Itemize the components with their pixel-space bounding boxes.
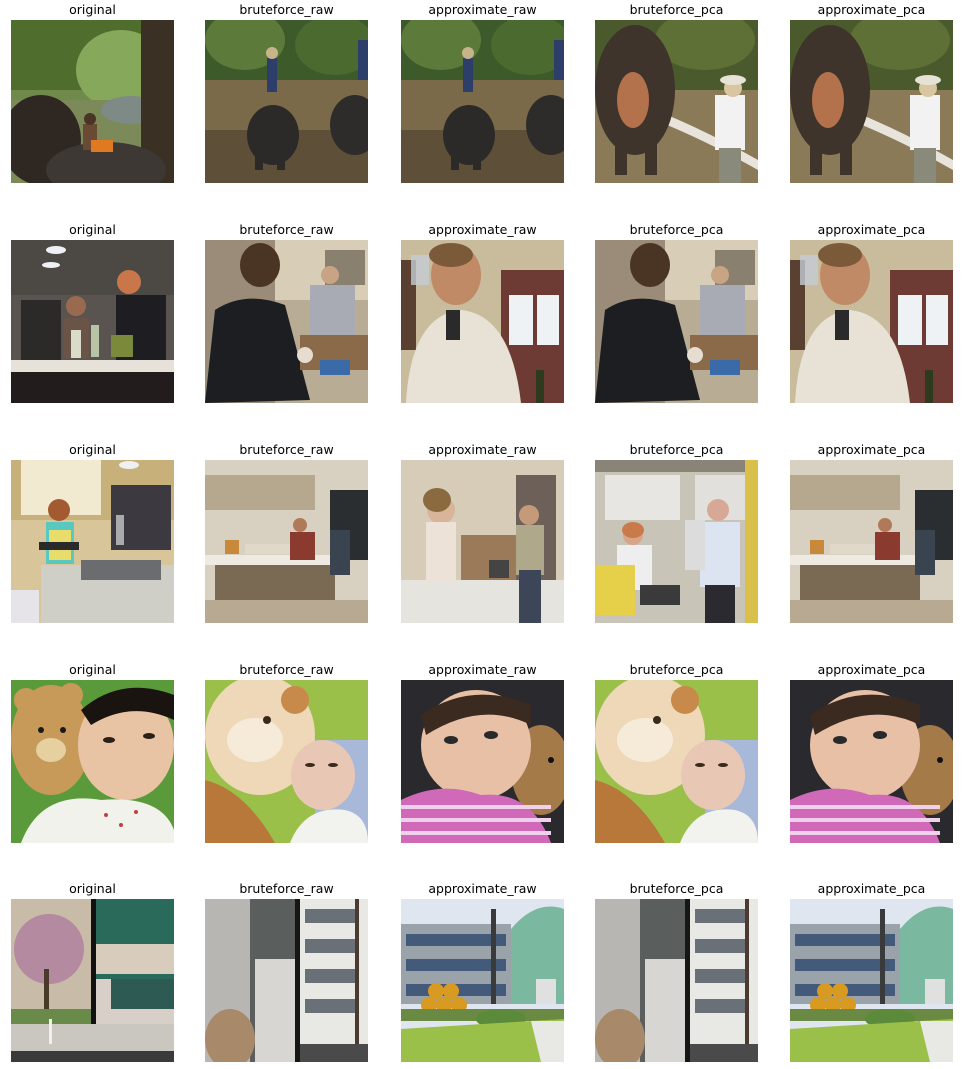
thumbnail-image bbox=[790, 680, 953, 843]
thumbnail-image bbox=[401, 899, 564, 1062]
thumbnail-image bbox=[401, 460, 564, 623]
panel-title: approximate_pca bbox=[817, 222, 926, 237]
thumbnail-image bbox=[11, 240, 174, 403]
thumbnail-image bbox=[595, 20, 758, 183]
panel-title: bruteforce_pca bbox=[629, 2, 724, 17]
panel-title: approximate_raw bbox=[428, 2, 537, 17]
panel-title: bruteforce_raw bbox=[239, 881, 334, 896]
panel-title: bruteforce_pca bbox=[629, 442, 724, 457]
panel-title: approximate_raw bbox=[428, 442, 537, 457]
panel-title: approximate_pca bbox=[817, 662, 926, 677]
thumbnail-image bbox=[205, 680, 368, 843]
panel-title: bruteforce_raw bbox=[239, 662, 334, 677]
panel-title: bruteforce_pca bbox=[629, 881, 724, 896]
thumbnail-image bbox=[595, 460, 758, 623]
thumbnail-image bbox=[595, 899, 758, 1062]
panel-title: bruteforce_raw bbox=[239, 2, 334, 17]
thumbnail-image bbox=[205, 460, 368, 623]
panel-title: original bbox=[69, 662, 116, 677]
panel-title: approximate_pca bbox=[817, 442, 926, 457]
panel-title: approximate_pca bbox=[817, 2, 926, 17]
thumbnail-image bbox=[205, 20, 368, 183]
panel-title: approximate_pca bbox=[817, 881, 926, 896]
panel-title: bruteforce_raw bbox=[239, 442, 334, 457]
panel-title: approximate_raw bbox=[428, 222, 537, 237]
panel-title: bruteforce_pca bbox=[629, 222, 724, 237]
thumbnail-image bbox=[401, 680, 564, 843]
thumbnail-image bbox=[595, 680, 758, 843]
panel-title: approximate_raw bbox=[428, 662, 537, 677]
thumbnail-image bbox=[401, 20, 564, 183]
thumbnail-image bbox=[790, 899, 953, 1062]
thumbnail-image bbox=[790, 20, 953, 183]
thumbnail-image bbox=[11, 899, 174, 1062]
panel-title: original bbox=[69, 442, 116, 457]
thumbnail-image bbox=[11, 680, 174, 843]
thumbnail-image bbox=[205, 240, 368, 403]
thumbnail-image bbox=[11, 460, 174, 623]
panel-title: original bbox=[69, 222, 116, 237]
thumbnail-image bbox=[790, 460, 953, 623]
panel-title: original bbox=[69, 2, 116, 17]
thumbnail-image bbox=[790, 240, 953, 403]
thumbnail-image bbox=[11, 20, 174, 183]
panel-title: original bbox=[69, 881, 116, 896]
thumbnail-image bbox=[595, 240, 758, 403]
panel-title: bruteforce_raw bbox=[239, 222, 334, 237]
thumbnail-image bbox=[401, 240, 564, 403]
panel-title: bruteforce_pca bbox=[629, 662, 724, 677]
thumbnail-image bbox=[205, 899, 368, 1062]
panel-title: approximate_raw bbox=[428, 881, 537, 896]
